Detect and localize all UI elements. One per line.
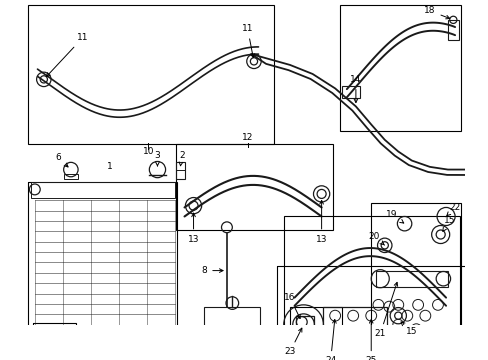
Text: 15: 15 [400,322,417,336]
Text: 8: 8 [201,266,223,275]
Text: 5: 5 [0,359,1,360]
Text: 1: 1 [106,162,112,171]
Text: 11: 11 [46,33,88,77]
Bar [28,182,177,360]
Bar [375,271,447,287]
Text: 21: 21 [374,282,397,338]
Text: 2: 2 [179,150,184,166]
Bar [28,5,273,144]
Bar [276,266,469,360]
Text: 7: 7 [0,359,1,360]
Text: 25: 25 [365,320,376,360]
Bar [296,316,314,328]
Text: 22: 22 [446,203,460,216]
Bar [289,307,342,345]
Text: 12: 12 [242,134,253,143]
Bar [370,203,461,343]
Text: 6: 6 [55,153,68,167]
Bar [31,182,174,198]
Bar [175,162,184,179]
Text: 4: 4 [0,359,1,360]
Bar [283,352,477,360]
Text: 23: 23 [284,328,301,356]
Text: 14: 14 [349,75,361,103]
Text: 15: 15 [442,216,454,231]
Text: 11: 11 [242,24,254,58]
Text: 3: 3 [154,150,160,166]
Bar [63,174,78,179]
Text: 20: 20 [367,232,384,245]
Text: 24: 24 [325,320,336,360]
Text: 13: 13 [187,213,199,243]
Text: 10: 10 [142,147,154,156]
Text: 17: 17 [0,359,1,360]
Text: 18: 18 [423,6,449,19]
Text: 9: 9 [0,359,1,360]
Bar [175,144,333,230]
Bar [323,307,386,343]
Bar [33,323,76,360]
Text: 19: 19 [386,210,403,223]
Bar [204,307,260,354]
Bar [339,5,460,131]
Text: 13: 13 [315,201,326,243]
Text: 16: 16 [284,293,300,319]
Bar [283,216,459,350]
Bar [342,86,360,98]
Bar [447,20,458,40]
